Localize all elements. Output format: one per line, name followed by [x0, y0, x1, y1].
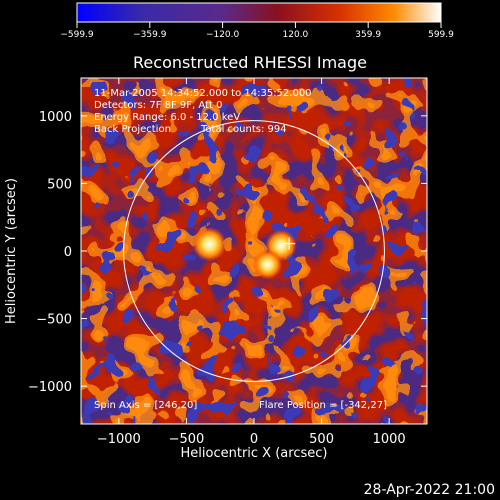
y-axis: −1000 −500 0 500 1000 [28, 110, 427, 395]
chart-title: Reconstructed RHESSI Image [133, 53, 367, 72]
annotation-energy: Energy Range: 6.0 - 12.0 keV [94, 112, 240, 123]
annotation-detectors: Detectors: 7F 8F 9F, Att 0 [94, 100, 222, 111]
colorbar-ticks: −599.9 −359.9 −120.0 120.0 359.9 599.9 [60, 22, 454, 40]
solar-limb-circle [123, 120, 385, 382]
y-tick-label: −500 [36, 313, 72, 328]
annotation-method: Back Projection [94, 124, 171, 135]
colorbar: −599.9 −359.9 −120.0 120.0 359.9 599.9 [60, 2, 454, 40]
colorbar-tick-label: 120.0 [283, 30, 309, 40]
annotation-spin-axis: Spin Axis = [246,20] [94, 400, 197, 411]
x-tick-label: 500 [309, 432, 334, 447]
x-tick-label: 1000 [373, 432, 406, 447]
image-blue-blotches [81, 78, 427, 424]
x-tick-label: 0 [250, 432, 258, 447]
colorbar-tick-label: −599.9 [60, 30, 94, 40]
y-tick-label: 1000 [39, 110, 72, 125]
colorbar-tick-label: 359.9 [355, 30, 381, 40]
flare-source [192, 226, 227, 262]
x-tick-label: −500 [169, 432, 205, 447]
annotations: 11-Mar-2005 14:34:52.000 to 14:35:52.000… [94, 88, 387, 411]
y-tick-label: 500 [47, 177, 72, 192]
x-axis: −1000 −500 0 500 1000 [97, 78, 406, 447]
flare-position-marker [283, 237, 296, 250]
y-tick-label: 0 [64, 245, 72, 260]
annotation-total-counts: Total counts: 994 [200, 124, 287, 135]
colorbar-tick-label: −120.0 [206, 30, 240, 40]
y-tick-label: −1000 [28, 380, 72, 395]
footer-date: 28-Apr-2022 21:00 [364, 482, 495, 498]
flare-source [252, 249, 283, 280]
image-plot [81, 78, 427, 424]
y-axis-label: Heliocentric Y (arcsec) [4, 178, 19, 324]
colorbar-tick-label: −359.9 [133, 30, 167, 40]
colorbar-tick-label: 599.9 [428, 30, 454, 40]
annotation-flare-position: Flare Position = [-342,27] [259, 400, 387, 411]
x-tick-label: −1000 [97, 432, 141, 447]
annotation-time-range: 11-Mar-2005 14:34:52.000 to 14:35:52.000 [94, 88, 312, 99]
colorbar-gradient [76, 2, 442, 23]
x-axis-label: Heliocentric X (arcsec) [181, 446, 328, 461]
